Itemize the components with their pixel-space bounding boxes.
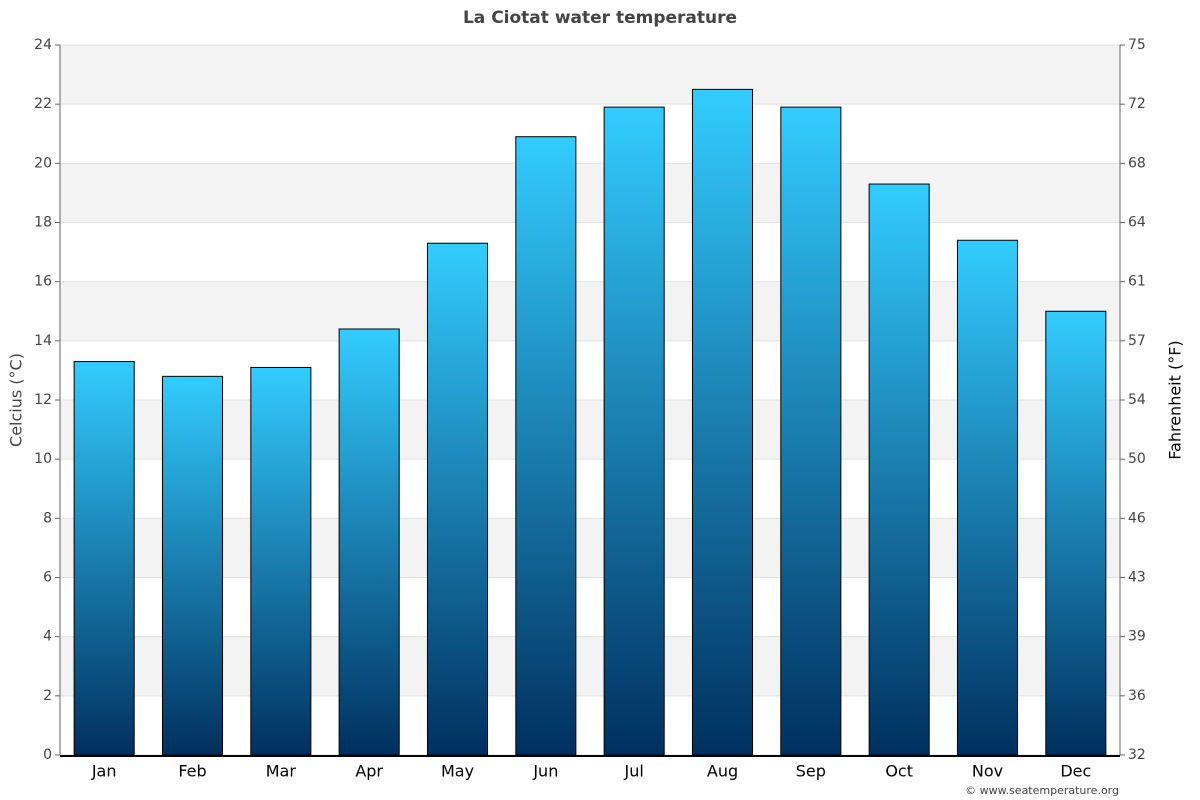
bar <box>1045 310 1107 756</box>
y2-tick-label: 43 <box>1128 570 1146 586</box>
y-axis-label: Celcius (°C) <box>7 353 26 447</box>
y2-tick-label: 75 <box>1128 37 1146 53</box>
x-tick-label: May <box>441 762 474 781</box>
y2-tick-label: 72 <box>1128 96 1146 112</box>
grid-band <box>60 163 1120 223</box>
y2-tick-label: 39 <box>1128 629 1146 645</box>
y-tick-label: 24 <box>34 37 52 53</box>
y2-tick-label: 54 <box>1128 392 1146 408</box>
bar <box>73 361 135 756</box>
x-tick-label: Feb <box>178 762 206 781</box>
x-tick-label: Dec <box>1060 762 1091 781</box>
y-tick-label: 16 <box>34 274 52 290</box>
bar <box>691 88 754 756</box>
y-tick-label: 2 <box>43 688 52 704</box>
x-tick-label: Jun <box>532 762 558 781</box>
y2-axis-label: Fahrenheit (°F) <box>1166 340 1185 459</box>
grid-band <box>60 636 1120 696</box>
y2-tick-label: 68 <box>1128 155 1146 171</box>
y-tick-label: 18 <box>34 215 52 231</box>
y-tick-label: 8 <box>43 510 52 526</box>
grid-band <box>60 518 1120 578</box>
grid-band <box>60 400 1120 460</box>
grid-band <box>60 281 1120 341</box>
x-tick-label: Aug <box>707 762 738 781</box>
x-tick-label: Sep <box>796 762 826 781</box>
y-tick-label: 6 <box>43 570 52 586</box>
bar <box>956 239 1019 756</box>
bar <box>161 375 224 756</box>
x-tick-label: Jul <box>624 762 644 781</box>
y2-tick-label: 57 <box>1128 333 1146 349</box>
y2-tick-label: 64 <box>1128 215 1146 231</box>
bar <box>780 106 842 756</box>
y-tick-label: 10 <box>34 451 52 467</box>
y2-tick-label: 36 <box>1128 688 1146 704</box>
bar <box>426 242 489 756</box>
y-tick-label: 22 <box>34 96 52 112</box>
x-tick-label: Jan <box>91 762 117 781</box>
y2-tick-label: 32 <box>1128 747 1146 763</box>
y-tick-label: 4 <box>43 629 52 645</box>
x-tick-label: Mar <box>266 762 297 781</box>
chart-title: La Ciotat water temperature <box>463 8 737 28</box>
bar <box>515 136 577 756</box>
bar <box>250 366 312 756</box>
grid-band <box>60 45 1120 105</box>
x-tick-label: Nov <box>972 762 1003 781</box>
x-tick-label: Apr <box>355 762 383 781</box>
bar <box>603 106 665 756</box>
y2-tick-label: 50 <box>1128 451 1146 467</box>
y-tick-label: 14 <box>34 333 52 349</box>
y2-tick-label: 61 <box>1128 274 1146 290</box>
y-tick-label: 12 <box>34 392 52 408</box>
y2-tick-label: 46 <box>1128 510 1146 526</box>
y-tick-label: 20 <box>34 155 52 171</box>
y-tick-label: 0 <box>43 747 52 763</box>
bar <box>338 328 400 756</box>
bar <box>868 183 930 756</box>
credit: © www.seatemperature.org <box>965 784 1119 797</box>
x-tick-label: Oct <box>885 762 913 781</box>
